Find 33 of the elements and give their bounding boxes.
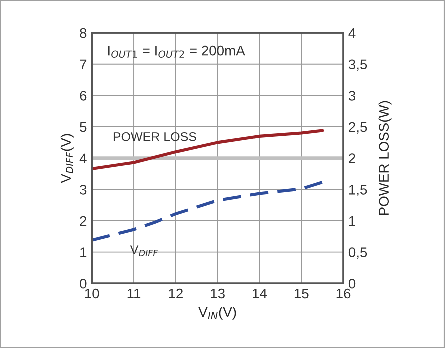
x-axis-title: V$_{IN}$(V): [198, 306, 236, 320]
y2-axis-title: POWER LOSS(W): [378, 101, 392, 216]
y-tick-label: 0: [80, 278, 87, 289]
series-label: V$_{DIFF}$: [130, 246, 158, 256]
annotation: I$_{OUT1}$ = I$_{OUT2}$ = 200mA: [108, 46, 246, 58]
x-tick-label: 13: [211, 288, 225, 299]
y2-tick-label: 1: [349, 216, 356, 226]
y-tick-label: 4: [80, 154, 87, 164]
y2-tick-label: 2,5: [349, 122, 368, 134]
x-tick-label: 11: [128, 288, 141, 299]
y-tick-label: 1: [80, 248, 87, 258]
x-tick-label: 14: [253, 288, 268, 299]
line-series: [92, 180, 324, 242]
y2-tick-label: 1,5: [349, 185, 368, 196]
series-label: POWER LOSS: [114, 132, 196, 142]
y-axis-title: V$_{DIFF}$(V): [60, 134, 74, 184]
y2-tick-label: 2: [349, 154, 356, 164]
x-tick-label: 16: [336, 288, 351, 299]
y-tick-label: 5: [80, 122, 87, 132]
y-tick-label: 6: [80, 91, 87, 101]
line-series: [92, 129, 324, 171]
y2-tick-label: 3: [348, 91, 356, 101]
y2-tick-label: 0,5: [348, 248, 368, 260]
y-tick-label: 3: [80, 184, 87, 195]
x-tick-label: 12: [169, 288, 183, 299]
y2-tick-label: 3,5: [348, 60, 368, 72]
x-tick-label: 15: [294, 288, 309, 299]
x-tick-label: 10: [85, 288, 100, 299]
y-tick-label: 7: [80, 60, 87, 70]
y2-tick-label: 0: [348, 278, 356, 289]
y2-tick-label: 4: [348, 28, 356, 38]
y-tick-label: 2: [80, 216, 87, 226]
y-tick-label: 8: [80, 28, 87, 38]
